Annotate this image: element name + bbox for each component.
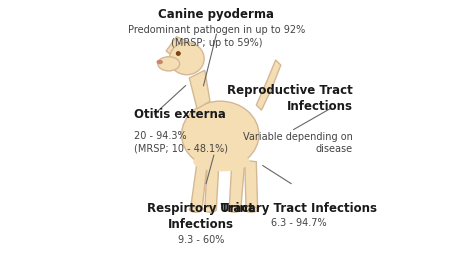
Polygon shape (205, 162, 219, 208)
Polygon shape (245, 160, 257, 208)
Polygon shape (191, 162, 207, 208)
Ellipse shape (228, 206, 241, 212)
Text: 9.3 - 60%: 9.3 - 60% (178, 235, 224, 245)
Ellipse shape (169, 42, 204, 75)
Text: 6.3 - 94.7%: 6.3 - 94.7% (271, 218, 327, 228)
Ellipse shape (157, 60, 163, 64)
Text: Variable depending on
disease: Variable depending on disease (243, 132, 353, 154)
Text: Otitis externa: Otitis externa (134, 107, 226, 120)
Polygon shape (189, 70, 210, 109)
Text: 20 - 94.3%
(MRSP; 10 - 48.1%): 20 - 94.3% (MRSP; 10 - 48.1%) (134, 131, 228, 153)
Ellipse shape (189, 206, 202, 212)
Text: Predominant pathogen in up to 92%
(MRSP; up to 59%): Predominant pathogen in up to 92% (MRSP;… (128, 25, 305, 48)
Ellipse shape (182, 101, 259, 168)
Ellipse shape (245, 206, 257, 212)
Polygon shape (256, 60, 281, 110)
Ellipse shape (203, 206, 217, 212)
Text: Urinary Tract Infections: Urinary Tract Infections (220, 202, 377, 215)
Ellipse shape (176, 52, 180, 55)
Polygon shape (229, 162, 245, 208)
Ellipse shape (193, 152, 250, 171)
Text: Respirtory Tract
Infections: Respirtory Tract Infections (147, 202, 255, 231)
Ellipse shape (158, 57, 180, 71)
Text: Reproductive Tract
Infections: Reproductive Tract Infections (227, 84, 353, 113)
Polygon shape (166, 37, 189, 56)
Text: Canine pyoderma: Canine pyoderma (158, 9, 274, 21)
